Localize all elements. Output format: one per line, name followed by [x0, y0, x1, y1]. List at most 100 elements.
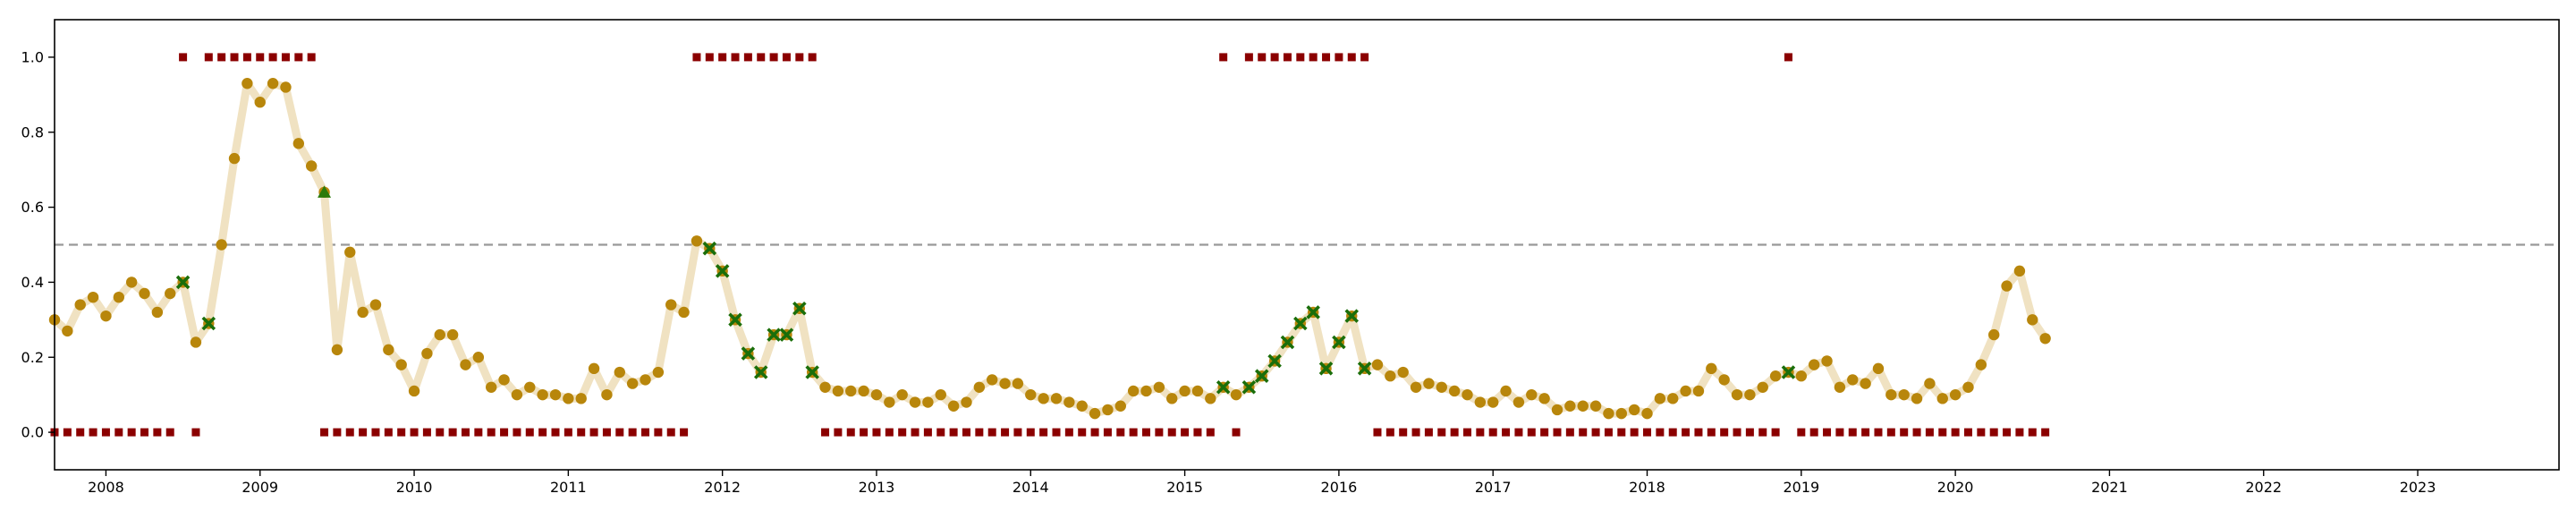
data-point-dot-33 [472, 352, 485, 363]
data-point-square-32 [461, 428, 470, 437]
data-point-square-75 [1013, 428, 1022, 437]
data-point-square-147 [1938, 428, 1947, 437]
data-point-dot-105 [1397, 366, 1409, 379]
data-point-square-25 [371, 428, 380, 437]
x-tick-label-2021: 2021 [2091, 479, 2128, 496]
data-point-square-9 [165, 428, 174, 437]
data-point-cross-11 [1216, 380, 1231, 395]
data-point-square-92 [1232, 428, 1241, 437]
x-tick-label-2010: 2010 [396, 479, 433, 496]
data-point-dot-30 [434, 328, 445, 341]
data-point-dot-39 [549, 388, 562, 401]
data-point-square-124 [1643, 428, 1652, 437]
data-point-dot-131 [1731, 388, 1743, 401]
data-point-square-29 [422, 428, 431, 437]
data-point-cross-14 [1267, 353, 1282, 369]
data-point-dot-144 [1898, 388, 1910, 401]
data-point-dot-154 [2027, 314, 2038, 326]
data-point-dot-50 [691, 235, 703, 247]
data-point-dot-76 [1025, 388, 1037, 401]
data-point-dot-1 [62, 325, 73, 337]
data-point-dot-134 [1769, 370, 1782, 382]
data-point-dot-104 [1385, 370, 1396, 382]
x-tick-label-2009: 2009 [242, 479, 278, 496]
data-point-dot-87 [1166, 393, 1178, 404]
data-point-square-100 [1335, 53, 1343, 62]
data-point-dot-45 [626, 378, 639, 389]
data-point-square-98 [1309, 53, 1318, 62]
data-point-square-17 [268, 53, 277, 62]
x-tick-label-2013: 2013 [859, 479, 895, 496]
data-point-dot-24 [357, 306, 369, 319]
data-point-dot-47 [652, 366, 665, 379]
data-point-square-127 [1682, 428, 1690, 437]
x-tick-label-2012: 2012 [704, 479, 741, 496]
data-point-square-76 [1026, 428, 1035, 437]
data-point-square-129 [1707, 428, 1716, 437]
data-point-square-14 [230, 53, 239, 62]
data-point-dot-107 [1423, 378, 1435, 389]
data-point-square-131 [1733, 428, 1741, 437]
data-point-dot-38 [537, 388, 548, 401]
data-point-square-111 [1476, 428, 1485, 437]
data-point-dot-68 [922, 396, 934, 408]
data-point-square-146 [1925, 428, 1934, 437]
x-tick-label-2011: 2011 [550, 479, 587, 496]
x-tick-label-2020: 2020 [1937, 479, 1974, 496]
data-point-cross-15 [1280, 335, 1295, 350]
data-point-square-151 [1989, 428, 1998, 437]
data-point-square-31 [448, 428, 457, 437]
data-point-cross-12 [1241, 380, 1257, 395]
data-point-square-63 [860, 428, 869, 437]
data-point-dot-118 [1564, 400, 1576, 412]
data-point-square-61 [834, 428, 843, 437]
data-point-dot-133 [1757, 381, 1768, 393]
data-point-square-142 [1874, 428, 1883, 437]
data-point-dot-129 [1706, 362, 1717, 375]
y-tick-label-1: 0.2 [21, 349, 44, 366]
x-tick-label-2022: 2022 [2245, 479, 2282, 496]
data-point-dot-35 [498, 374, 510, 386]
data-point-dot-88 [1179, 385, 1191, 397]
data-point-square-27 [397, 428, 406, 437]
data-point-square-109 [1450, 428, 1459, 437]
data-point-square-12 [204, 53, 213, 62]
data-point-cross-6 [753, 365, 768, 379]
data-point-dot-136 [1795, 370, 1808, 382]
data-point-dot-121 [1603, 407, 1614, 420]
data-point-dot-84 [1127, 385, 1140, 397]
data-point-square-73 [987, 428, 996, 437]
data-point-square-10 [179, 53, 188, 62]
data-point-square-149 [1963, 428, 1972, 437]
data-point-cross-20 [1344, 309, 1360, 323]
data-point-dot-151 [1988, 328, 2000, 341]
y-tick-label-0: 0.0 [21, 424, 44, 441]
data-point-dot-112 [1487, 396, 1499, 408]
data-point-square-141 [1861, 428, 1870, 437]
x-tick-label-2018: 2018 [1629, 479, 1665, 496]
data-point-square-58 [795, 53, 804, 62]
y-tick-label-3: 0.6 [21, 199, 44, 216]
data-point-square-93 [1244, 53, 1253, 62]
y-tick-label-5: 1.0 [21, 48, 44, 65]
data-point-dot-46 [640, 374, 651, 386]
data-point-square-130 [1720, 428, 1729, 437]
data-point-square-135 [1784, 53, 1792, 62]
data-point-square-5 [114, 428, 123, 437]
data-point-square-90 [1206, 428, 1215, 437]
x-tick-label-2015: 2015 [1166, 479, 1203, 496]
data-point-dot-140 [1847, 374, 1859, 386]
data-point-cross-4 [728, 312, 742, 328]
data-point-dot-122 [1615, 407, 1627, 420]
data-point-square-83 [1116, 428, 1125, 437]
data-point-dot-152 [2001, 280, 2012, 292]
data-point-square-103 [1373, 428, 1382, 437]
x-tick-label-2008: 2008 [88, 479, 124, 496]
data-point-dot-138 [1821, 355, 1833, 367]
data-point-square-143 [1886, 428, 1895, 437]
data-point-square-118 [1565, 428, 1574, 437]
data-point-dot-128 [1692, 385, 1705, 397]
data-point-cross-0 [175, 275, 191, 290]
data-point-dot-85 [1140, 385, 1152, 397]
